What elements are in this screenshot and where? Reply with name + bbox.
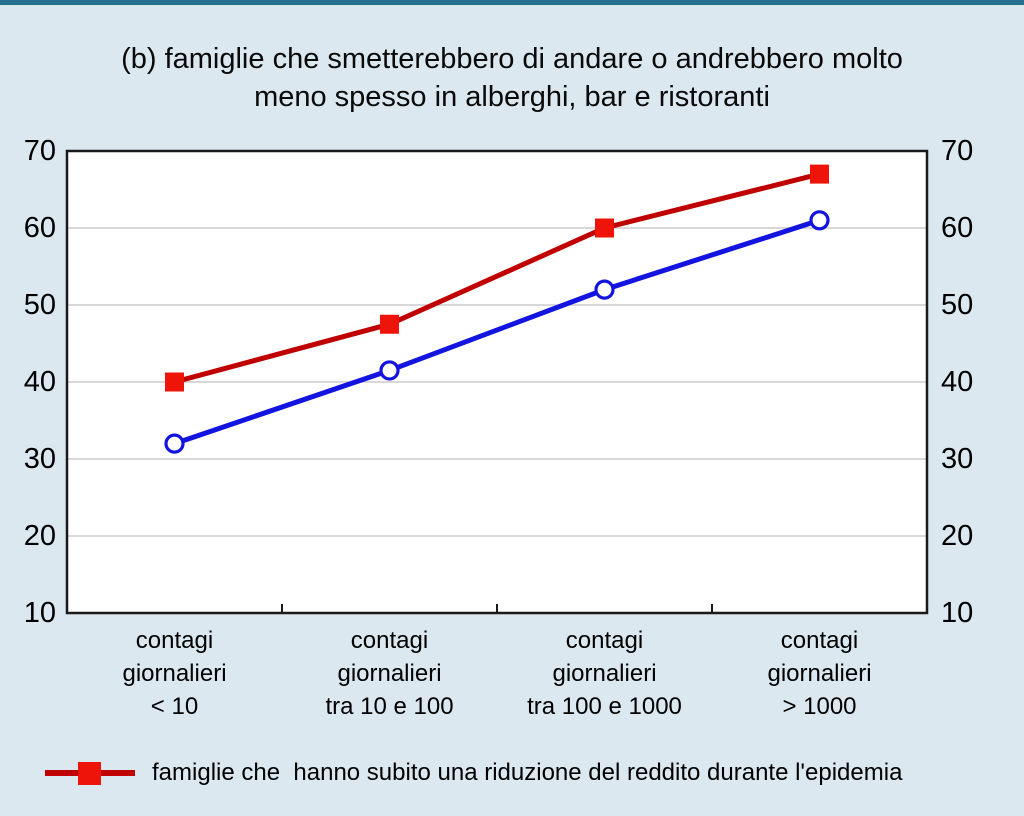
series-1-marker-circle-1: [379, 360, 400, 381]
x-axis-category-label-2: contagi giornalieri tra 100 e 1000: [527, 627, 682, 720]
chart-title-line-2: meno spesso in alberghi, bar e ristorant…: [254, 81, 770, 113]
x-axis-category-label-0: contagi giornalieri < 10: [122, 627, 227, 720]
y-axis-label-right-20: 20: [941, 520, 974, 552]
series-0-marker-square-0: [165, 372, 184, 392]
y-axis-label-left-30: 30: [23, 443, 56, 475]
series-1-marker-circle-3: [809, 210, 830, 231]
top-border-rule: [0, 0, 1024, 5]
y-axis-label-left-40: 40: [23, 366, 56, 398]
x-axis-category-label-1: contagi giornalieri tra 10 e 100: [325, 627, 454, 720]
x-axis-category-label-3: contagi giornalieri > 1000: [767, 627, 872, 720]
series-1-marker-circle-0: [164, 433, 185, 454]
y-axis-label-right-30: 30: [941, 443, 974, 475]
legend-marker-square: [78, 762, 101, 785]
y-axis-label-left-20: 20: [23, 520, 56, 552]
series-line-0: [173, 171, 821, 385]
y-axis-label-right-70: 70: [941, 135, 974, 167]
y-axis-label-right-40: 40: [941, 366, 974, 398]
series-0-marker-square-2: [595, 218, 614, 238]
y-axis-label-right-60: 60: [941, 212, 974, 244]
series-1-marker-circle-2: [594, 279, 615, 300]
legend: famiglie che hanno subito una riduzione …: [42, 758, 902, 788]
y-axis-label-right-10: 10: [941, 597, 974, 629]
y-axis-label-left-60: 60: [23, 212, 56, 244]
series-0-marker-square-1: [380, 314, 399, 334]
plot-border: [65, 149, 929, 615]
legend-label: famiglie che hanno subito una riduzione …: [152, 759, 903, 786]
red-series-legend-marker-icon: [45, 762, 135, 785]
y-axis-label-right-50: 50: [941, 289, 974, 321]
y-axis-label-left-10: 10: [23, 597, 56, 629]
y-axis-label-left-50: 50: [23, 289, 56, 321]
chart-title: (b) famiglie che smetterebbero di andare…: [0, 40, 1024, 116]
series-line-1: [173, 217, 821, 446]
chart-title-line-1: (b) famiglie che smetterebbero di andare…: [121, 43, 903, 75]
series-0-marker-square-3: [810, 164, 829, 184]
y-axis-label-left-70: 70: [23, 135, 56, 167]
